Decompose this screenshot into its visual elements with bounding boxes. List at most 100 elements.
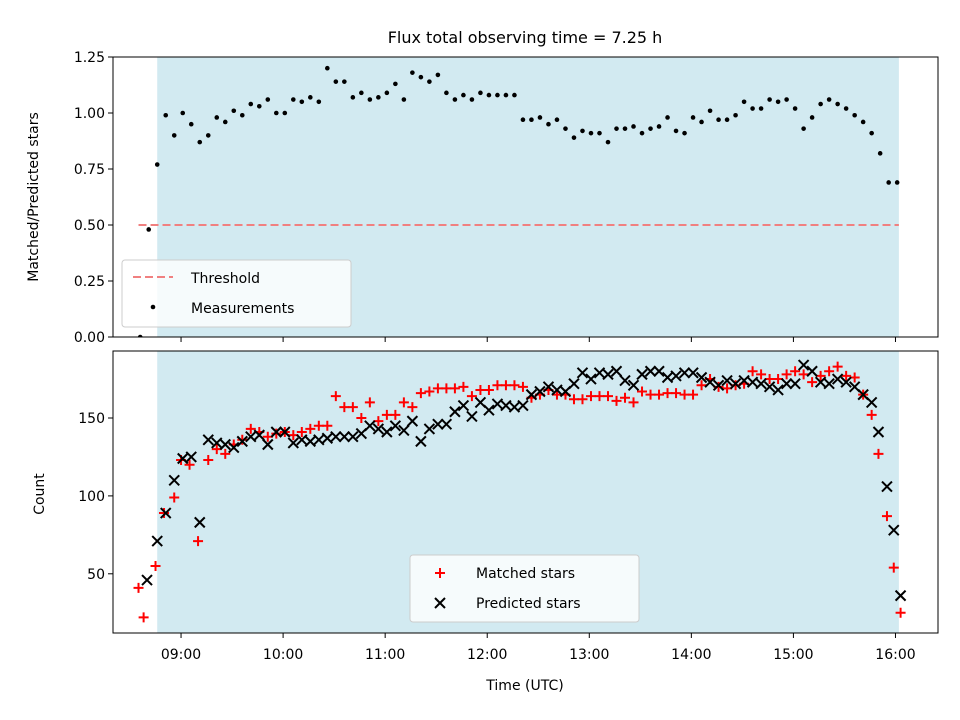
matched-star-point: [432, 383, 443, 394]
matched-star-point: [654, 389, 665, 400]
ratio-legend: Threshold Measurements: [121, 259, 352, 328]
predicted-star-point: [236, 435, 248, 448]
measurement-point: [546, 121, 551, 127]
predicted-star-point: [151, 535, 163, 547]
ratio-legend-box: [121, 259, 352, 328]
predicted-star-point: [253, 429, 265, 441]
matched-star-point: [475, 384, 486, 395]
matched-star-point: [138, 612, 149, 623]
measurement-points: [137, 65, 900, 337]
matched-star-point: [390, 409, 401, 420]
measurement-point: [444, 90, 449, 96]
y-tick-label: 1.25: [74, 50, 105, 66]
legend-predicted-swatch: [434, 597, 446, 609]
predicted-star-point: [364, 420, 376, 432]
predicted-star-point: [772, 384, 784, 396]
matched-star-point: [133, 582, 144, 593]
y-tick-label: 100: [78, 489, 105, 505]
predicted-star-point: [712, 379, 725, 391]
matched-star-point: [271, 428, 282, 439]
measurement-point: [784, 97, 789, 102]
measurement-point: [597, 130, 602, 136]
predicted-star-point: [440, 418, 453, 430]
matched-star-point: [645, 389, 656, 400]
predicted-star-point: [881, 480, 893, 493]
legend-matched-label: Matched stars: [476, 566, 575, 582]
predicted-star-point: [542, 381, 555, 393]
measurement-point: [818, 101, 823, 107]
predicted-star-point: [619, 374, 631, 387]
measurement-point: [333, 79, 339, 84]
measurement-point: [299, 99, 305, 105]
measurement-point: [427, 79, 432, 84]
matched-star-point: [747, 366, 758, 377]
measurement-point: [393, 81, 398, 87]
x-tick-label: 16:00: [875, 647, 915, 663]
count-y-axis-label: Count: [32, 473, 48, 515]
matched-star-point: [305, 423, 316, 434]
matched-star-point: [873, 448, 884, 459]
measurement-point: [580, 128, 585, 134]
predicted-star-point: [888, 524, 900, 536]
x-tick-label: 15:00: [773, 647, 813, 663]
count-panel: 50 100 150 09:00 10:00 11:00 12:00 13:00 14:00 1…: [32, 350, 939, 694]
measurement-point: [605, 139, 611, 145]
matched-star-point: [866, 409, 877, 420]
predicted-star-point: [347, 430, 359, 443]
measurement-point: [758, 106, 764, 111]
measurement-point: [894, 180, 900, 185]
matched-star-point: [322, 420, 333, 431]
matched-star-point: [330, 391, 341, 402]
ratio-panel-frame: [112, 56, 939, 338]
measurement-point: [826, 97, 832, 102]
measurement-point: [886, 180, 891, 185]
measurement-point: [171, 133, 177, 138]
predicted-star-point: [763, 381, 776, 393]
predicted-star-point: [449, 406, 461, 418]
matched-star-point: [169, 492, 180, 503]
predicted-star-point: [372, 423, 385, 435]
predicted-star-point: [661, 371, 674, 384]
measurement-point: [792, 106, 798, 111]
predicted-star-point: [202, 434, 214, 446]
measurement-point: [571, 135, 577, 140]
matched-star-point: [881, 511, 892, 522]
matched-star-point: [594, 391, 605, 402]
matched-star-point: [577, 394, 588, 405]
count-y-axis: 50 100 150: [78, 411, 113, 583]
predicted-star-point: [211, 437, 223, 449]
predicted-star-point: [491, 398, 504, 410]
matched-star-point: [620, 392, 631, 403]
measurement-point: [495, 92, 500, 98]
matched-star-point: [245, 423, 256, 434]
predicted-star-point: [304, 435, 317, 448]
measurement-point: [469, 97, 475, 102]
matched-star-point: [492, 380, 503, 391]
predicted-star-point: [406, 415, 419, 427]
measurement-point: [707, 108, 713, 114]
matched-star-point: [237, 434, 248, 445]
matched-star-point: [611, 395, 622, 406]
measurement-point: [308, 95, 313, 100]
x-tick-label: 09:00: [161, 647, 201, 663]
time-x-axis: 09:00 10:00 11:00 12:00 13:00 14:00 15:00 16:00: [161, 633, 916, 663]
predicted-star-point: [755, 378, 767, 390]
measurement-point: [767, 97, 772, 102]
matched-star-point: [184, 459, 195, 470]
measurement-point: [486, 92, 492, 98]
matched-star-point: [696, 380, 707, 391]
matched-star-point: [824, 366, 835, 377]
matched-star-point: [398, 397, 409, 408]
predicted-stars-points: [141, 359, 907, 602]
predicted-star-point: [823, 378, 835, 390]
measurement-point: [248, 101, 254, 107]
count-panel-frame: [112, 350, 939, 634]
measurement-point: [146, 227, 152, 232]
predicted-star-point: [500, 399, 512, 412]
matched-star-point: [671, 388, 682, 399]
legend-predicted-label: Predicted stars: [476, 596, 581, 612]
matched-star-point: [500, 380, 511, 391]
matched-star-point: [150, 561, 161, 572]
matched-star-point: [517, 381, 528, 392]
